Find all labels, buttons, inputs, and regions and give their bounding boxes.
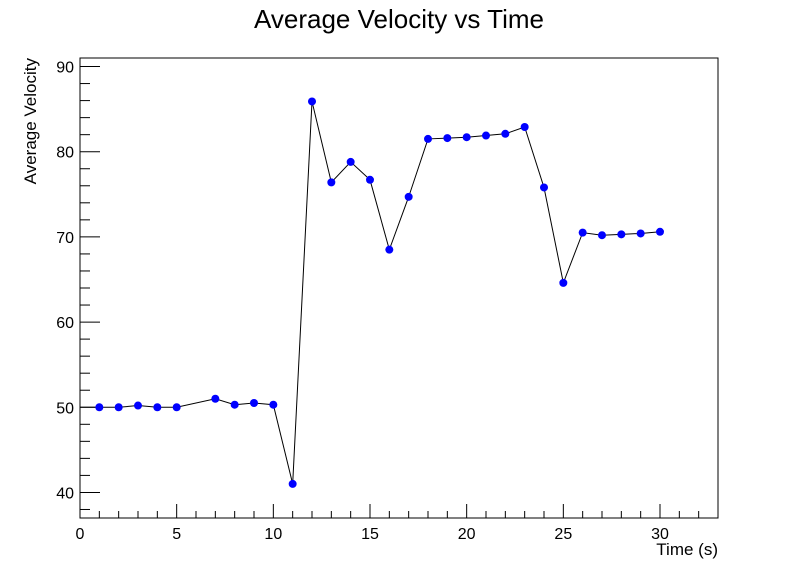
x-axis-tick-labels: 0 5 10 15 20 25 30 [76, 526, 669, 543]
data-point [288, 479, 297, 488]
x-tick-label: 15 [361, 526, 379, 543]
data-point [559, 278, 568, 287]
y-axis-ticks [80, 66, 100, 510]
y-axis-label: Average Velocity [21, 58, 40, 185]
x-axis-ticks [79, 504, 719, 518]
data-point [598, 231, 606, 240]
data-point [172, 403, 181, 412]
y-axis-tick-labels: 40 50 60 70 80 90 [56, 60, 74, 503]
data-point [134, 401, 142, 410]
data-point [366, 175, 374, 184]
x-axis-label: Time (s) [656, 540, 718, 559]
series-points-group [95, 97, 664, 488]
data-point [95, 403, 104, 412]
data-point [230, 400, 239, 409]
x-tick-label: 10 [264, 526, 282, 543]
data-point [327, 178, 336, 187]
data-point [501, 129, 510, 138]
x-tick-label: 0 [76, 526, 85, 543]
y-tick-label: 90 [56, 60, 74, 77]
y-tick-label: 40 [56, 485, 74, 502]
data-point [482, 131, 490, 140]
data-point [346, 157, 355, 166]
y-tick-label: 80 [56, 145, 74, 162]
chart-title: Average Velocity vs Time [254, 4, 544, 34]
data-point [520, 123, 529, 131]
y-tick-label: 60 [56, 315, 74, 332]
x-tick-label: 5 [172, 526, 181, 543]
y-tick-label: 50 [56, 400, 74, 417]
data-point [308, 97, 316, 106]
x-tick-label: 30 [651, 526, 669, 543]
data-point [153, 403, 162, 412]
data-point [404, 192, 413, 201]
data-point [617, 230, 626, 239]
data-point [114, 403, 123, 412]
data-point [385, 245, 394, 254]
data-point [540, 183, 548, 192]
data-point [269, 400, 278, 409]
data-point [424, 134, 432, 143]
data-point [250, 399, 258, 407]
x-tick-label: 20 [458, 526, 476, 543]
data-point [636, 229, 645, 238]
data-point [656, 227, 664, 236]
y-tick-label: 70 [56, 230, 74, 247]
data-point [211, 394, 220, 403]
data-point [578, 228, 587, 237]
data-point [462, 133, 471, 142]
x-tick-label: 25 [554, 526, 572, 543]
data-point [443, 134, 452, 143]
